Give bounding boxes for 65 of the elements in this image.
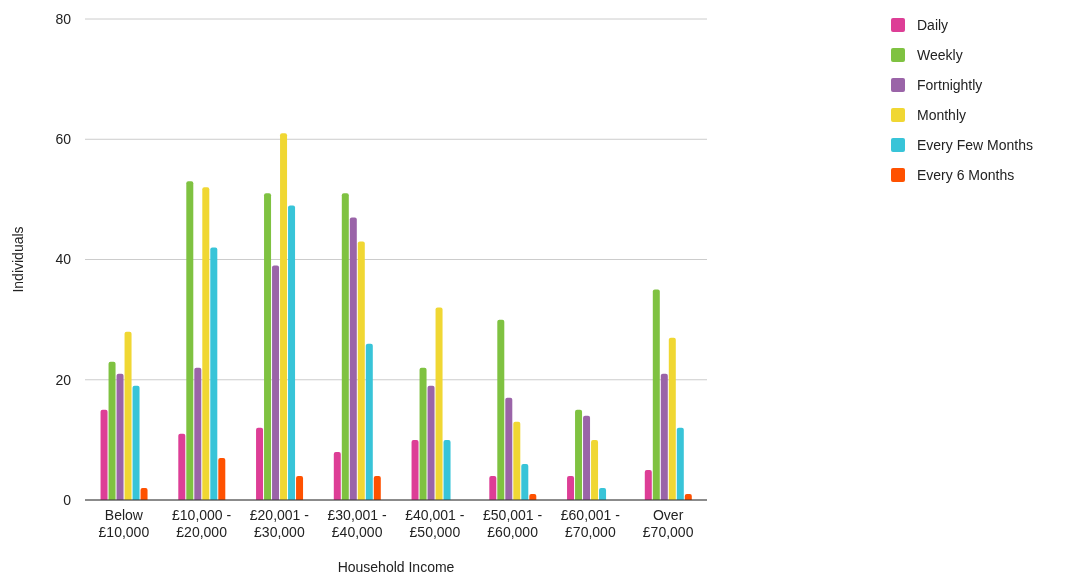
bar (140, 487, 148, 500)
y-tick-label: 80 (55, 10, 72, 27)
bar (280, 133, 288, 500)
bar (341, 193, 349, 500)
bar (210, 247, 218, 500)
bar (567, 475, 575, 500)
bar (676, 427, 684, 500)
x-tick-label: £10,000 - £20,000 (172, 507, 232, 540)
bar (427, 385, 435, 500)
y-tick-label: 60 (55, 131, 72, 148)
bar (435, 307, 443, 500)
y-axis-title: Individuals (9, 226, 26, 293)
bar (296, 475, 304, 500)
bar (357, 241, 365, 500)
bar (583, 415, 591, 500)
x-tick-label: Over £70,000 (642, 507, 694, 540)
bar (264, 193, 272, 500)
x-axis-title: Household Income (337, 559, 455, 575)
bar (591, 439, 599, 500)
y-tick-label: 20 (55, 371, 72, 388)
bar (333, 451, 341, 500)
legend-label: Every Few Months (917, 137, 1033, 153)
bar (505, 397, 513, 500)
bar (599, 487, 607, 500)
bar (218, 457, 226, 500)
bar (272, 265, 280, 500)
bar (186, 181, 194, 500)
bar (644, 469, 652, 500)
bar (202, 187, 210, 500)
bar (178, 433, 186, 500)
bar (288, 205, 296, 500)
bar (411, 439, 419, 500)
bar (365, 343, 373, 500)
legend-label: Fortnightly (917, 77, 983, 93)
legend-label: Weekly (917, 47, 963, 63)
y-tick-label: 0 (63, 491, 72, 508)
legend-label: Every 6 Months (917, 167, 1015, 183)
bar (349, 217, 357, 500)
bar (668, 337, 676, 500)
x-tick-label: £30,001 - £40,000 (327, 507, 388, 540)
bar (116, 373, 124, 500)
bar (521, 463, 529, 500)
bar (497, 319, 505, 500)
bar (373, 475, 381, 500)
x-tick-label: £60,001 - £70,000 (560, 507, 621, 540)
x-tick-label: £20,001 - £30,000 (249, 507, 310, 540)
bar (108, 361, 116, 500)
bar (652, 289, 660, 500)
bar (194, 367, 202, 500)
y-tick-label: 40 (55, 251, 72, 268)
x-tick-label: £40,001 - £50,000 (405, 507, 465, 540)
legend-label: Daily (917, 17, 949, 33)
bar (443, 439, 451, 500)
bar (513, 421, 521, 500)
bar (489, 475, 497, 500)
bar (100, 409, 108, 500)
bar (660, 373, 668, 500)
bar (256, 427, 264, 500)
bar (124, 331, 132, 500)
legend-label: Monthly (917, 107, 967, 123)
bar (575, 409, 583, 500)
bar (419, 367, 427, 500)
x-tick-label: £50,001 - £60,000 (483, 507, 543, 540)
x-tick-label: Below £10,000 (98, 507, 150, 540)
bar (132, 385, 140, 500)
